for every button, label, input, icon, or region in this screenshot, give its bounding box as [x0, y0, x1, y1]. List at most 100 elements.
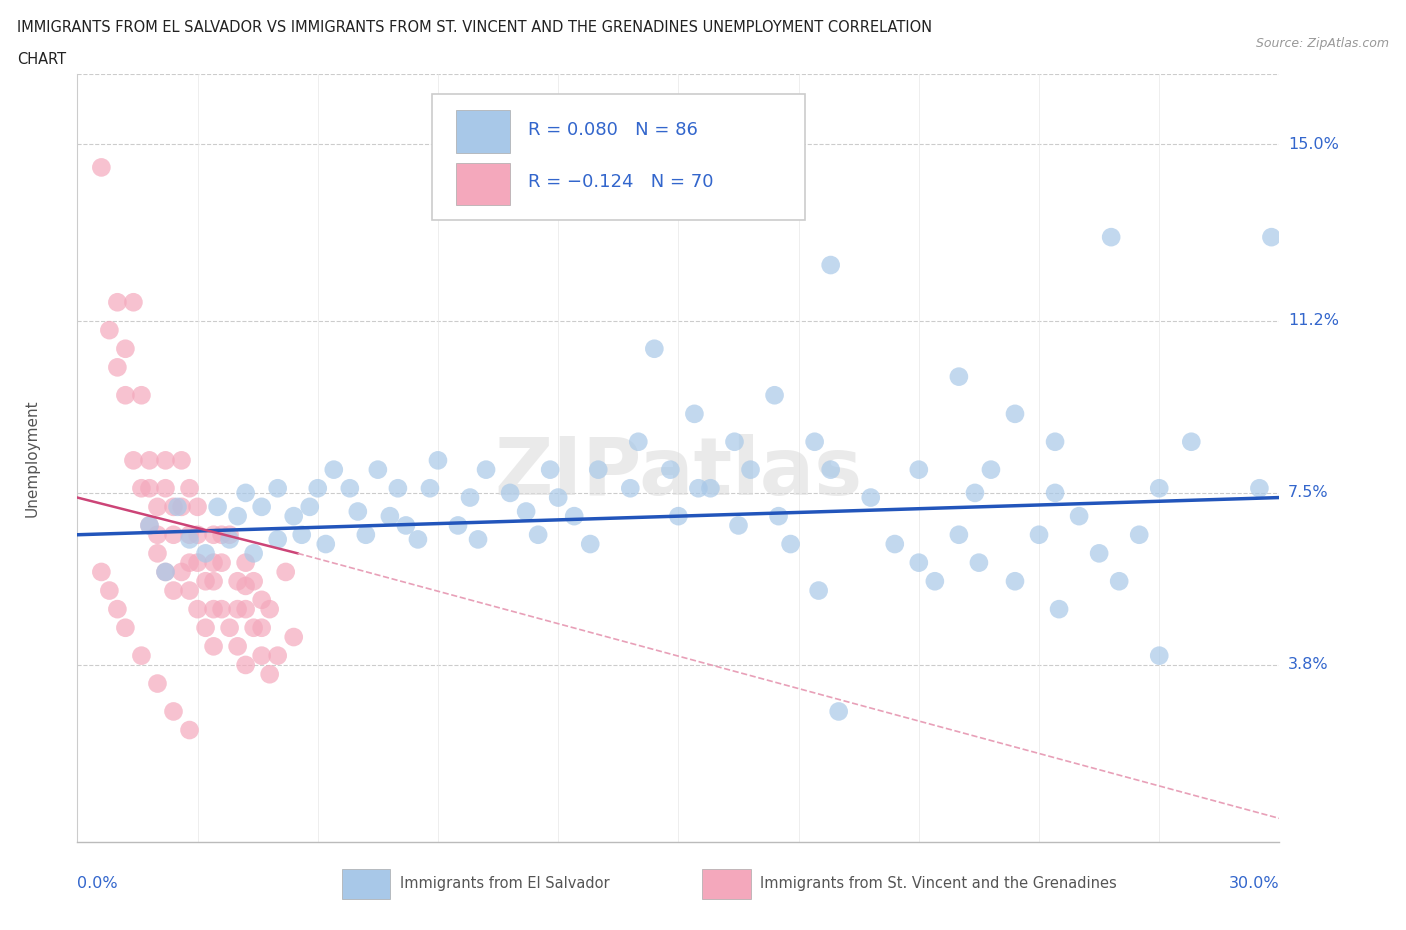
Point [170, 453, 193, 468]
Point [202, 602, 225, 617]
Point [948, 527, 970, 542]
Point [250, 592, 273, 607]
Point [170, 565, 193, 579]
Point [218, 532, 240, 547]
Point [322, 462, 344, 477]
FancyBboxPatch shape [432, 94, 804, 220]
Point [138, 518, 160, 533]
Point [107, 295, 129, 310]
Point [1128, 527, 1150, 542]
Point [699, 481, 721, 496]
Point [131, 388, 153, 403]
Point [419, 481, 441, 496]
Point [186, 602, 209, 617]
Text: 7.5%: 7.5% [1288, 485, 1329, 500]
Point [162, 527, 184, 542]
Point [162, 704, 184, 719]
Point [515, 504, 537, 519]
Point [138, 453, 160, 468]
Point [138, 518, 160, 533]
Point [347, 504, 370, 519]
Point [820, 462, 842, 477]
Point [367, 462, 389, 477]
Point [131, 648, 153, 663]
Point [1088, 546, 1111, 561]
Text: 11.2%: 11.2% [1288, 313, 1339, 328]
FancyBboxPatch shape [456, 111, 510, 153]
Point [924, 574, 946, 589]
Text: R = 0.080   N = 86: R = 0.080 N = 86 [529, 121, 697, 139]
Point [387, 481, 409, 496]
Text: 15.0%: 15.0% [1288, 137, 1339, 152]
Point [643, 341, 665, 356]
Point [274, 565, 297, 579]
Point [458, 490, 481, 505]
Point [250, 620, 273, 635]
Point [378, 509, 401, 524]
Point [579, 537, 602, 551]
Point [283, 509, 305, 524]
Text: Source: ZipAtlas.com: Source: ZipAtlas.com [1256, 37, 1389, 50]
Point [166, 499, 188, 514]
Point [267, 648, 290, 663]
Point [627, 434, 650, 449]
Point [395, 518, 418, 533]
Point [779, 537, 801, 551]
Point [259, 667, 281, 682]
Point [475, 462, 498, 477]
Point [194, 546, 217, 561]
Point [146, 527, 169, 542]
Point [1149, 648, 1171, 663]
Point [207, 499, 229, 514]
Point [186, 527, 209, 542]
Point [406, 532, 429, 547]
Point [859, 490, 882, 505]
Point [547, 490, 569, 505]
Point [211, 555, 233, 570]
Text: Unemployment: Unemployment [24, 399, 39, 517]
Point [226, 639, 249, 654]
Point [226, 509, 249, 524]
Point [948, 369, 970, 384]
Point [114, 341, 136, 356]
Text: ZIPatlas: ZIPatlas [495, 434, 862, 512]
Point [98, 583, 121, 598]
Point [980, 462, 1002, 477]
Point [235, 555, 257, 570]
Point [499, 485, 522, 500]
Point [90, 160, 112, 175]
Point [883, 537, 905, 551]
Point [828, 704, 851, 719]
Point [179, 583, 201, 598]
Point [235, 658, 257, 672]
Point [307, 481, 329, 496]
Point [763, 388, 786, 403]
Point [908, 555, 931, 570]
Point [1028, 527, 1050, 542]
Point [1180, 434, 1202, 449]
Text: 0.0%: 0.0% [77, 876, 118, 891]
Point [967, 555, 990, 570]
Text: 30.0%: 30.0% [1229, 876, 1279, 891]
Point [315, 537, 337, 551]
Point [235, 485, 257, 500]
Point [242, 620, 264, 635]
Point [162, 499, 184, 514]
Point [138, 481, 160, 496]
Point [155, 565, 177, 579]
Text: 3.8%: 3.8% [1288, 658, 1329, 672]
Point [723, 434, 745, 449]
Point [250, 499, 273, 514]
Point [186, 555, 209, 570]
Point [1249, 481, 1271, 496]
Point [562, 509, 585, 524]
Point [146, 546, 169, 561]
Point [427, 453, 450, 468]
Point [194, 574, 217, 589]
Point [98, 323, 121, 338]
Point [807, 583, 830, 598]
Point [683, 406, 706, 421]
Point [908, 462, 931, 477]
Point [179, 723, 201, 737]
Point [202, 574, 225, 589]
